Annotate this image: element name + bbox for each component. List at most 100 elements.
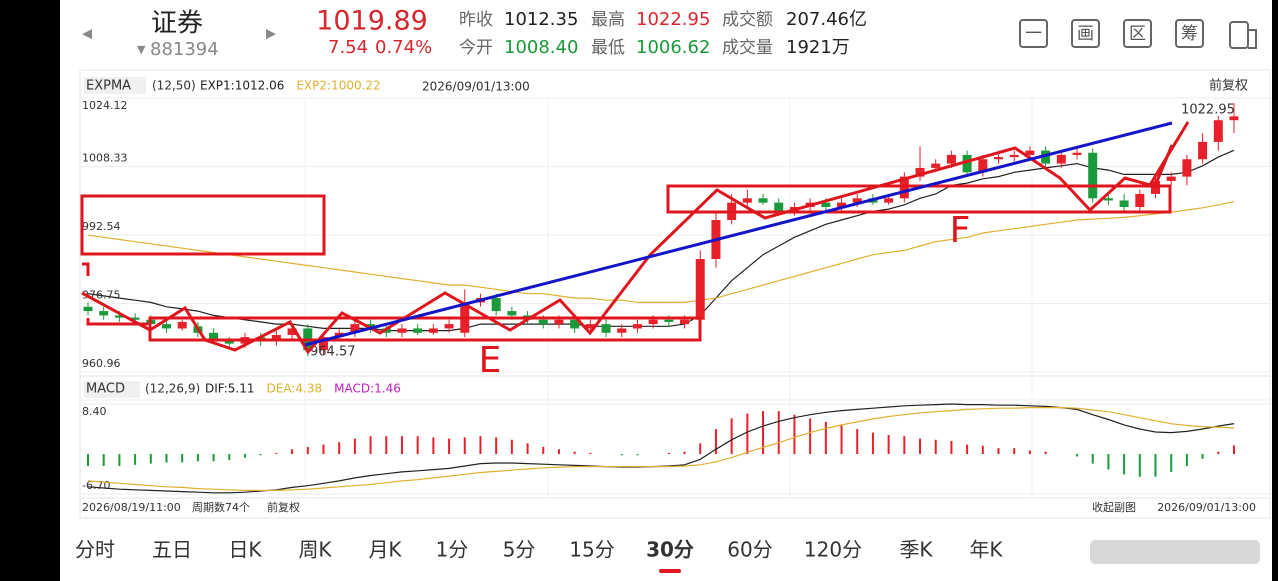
candle-body [1072, 152, 1082, 155]
period-tab[interactable]: 30分 [646, 538, 694, 562]
period-tab[interactable]: 15分 [569, 538, 614, 562]
drawn-bracket [82, 262, 148, 326]
annotation: E [479, 340, 502, 381]
legend-entry: MACD:1.46 [334, 382, 401, 396]
period-tab[interactable]: 5分 [503, 538, 536, 562]
candle-body [1041, 150, 1051, 164]
period-tab[interactable]: 月K [368, 538, 402, 562]
tool-box [1175, 19, 1204, 48]
period-tab[interactable]: 分时 [75, 538, 115, 562]
tool-box [1071, 19, 1100, 48]
y-tick-label: 1024.12 [82, 99, 128, 112]
indicator-name[interactable]: MACD [86, 382, 125, 397]
candle-body [318, 337, 328, 351]
candle-body [491, 298, 501, 312]
candle-body [884, 198, 894, 203]
candle-body [1166, 176, 1176, 181]
candle-body [617, 328, 627, 333]
chart-frame [79, 69, 1271, 519]
dropdown-icon[interactable]: ▼ [137, 43, 146, 56]
tool-button[interactable]: 画 [1071, 19, 1100, 48]
legend-entry: EXP2:1000.22 [296, 79, 380, 93]
candle-body [1198, 141, 1208, 160]
trend-line [304, 121, 1173, 347]
annotation: 964.57 [310, 345, 356, 360]
tool-button[interactable]: 一 [1019, 19, 1048, 48]
candle-body [1009, 154, 1019, 158]
stat-label: 最高 [591, 10, 625, 30]
active-indicator [659, 569, 681, 573]
candle-body [1229, 116, 1239, 121]
periods: 周期数74个 [192, 501, 250, 514]
change: 7.54 [328, 37, 368, 58]
candle-body [554, 319, 564, 325]
next-arrow[interactable]: ▶ [266, 27, 276, 42]
tab-more[interactable] [1090, 540, 1260, 564]
period-tab[interactable]: 60分 [727, 538, 772, 562]
candle-body [366, 324, 376, 329]
change-pct: 0.74% [375, 37, 432, 58]
stat-label: 成交量 [722, 38, 773, 58]
indicator-line [87, 201, 1235, 303]
collapse-sub[interactable]: 收起副图 [1092, 500, 1136, 514]
y-tick-label: 960.96 [82, 357, 121, 370]
candle-body [177, 321, 187, 329]
candle-body [114, 315, 124, 318]
adjust: 前复权 [267, 500, 300, 514]
prev-arrow[interactable]: ◀ [82, 27, 92, 42]
indicator-chip[interactable] [84, 77, 146, 94]
candle-body [680, 319, 690, 325]
indicator-chip[interactable] [84, 381, 140, 398]
candle-body [1103, 198, 1113, 201]
stat-value: 1921万 [786, 37, 850, 58]
candle-body [413, 328, 423, 333]
candle-body [161, 324, 171, 329]
candle-body [758, 198, 768, 203]
period-tab[interactable]: 日K [228, 538, 262, 562]
legend-entry: DEA:4.38 [267, 382, 323, 396]
period-tab[interactable]: 周K [298, 538, 332, 562]
indicator-name[interactable]: EXPMA [86, 79, 131, 94]
stock-name: 证券 [151, 9, 203, 39]
candle-body [585, 324, 595, 329]
stat-value: 1006.62 [636, 37, 710, 58]
candle-body [507, 311, 517, 316]
drawn-wave [81, 121, 1190, 355]
candle-body [742, 198, 752, 203]
candle-body [538, 319, 548, 325]
stat-label: 今开 [459, 38, 493, 58]
candle-body [99, 311, 109, 316]
stat-value: 207.46亿 [786, 9, 867, 30]
period-tab[interactable]: 1分 [436, 538, 469, 562]
stat-value: 1022.95 [636, 9, 710, 30]
period-tab[interactable]: 季K [899, 538, 933, 562]
toolbar: 一画区筹 [1019, 19, 1204, 48]
candle-body [774, 202, 784, 212]
candle-body [83, 306, 93, 312]
tool-label: 区 [1129, 24, 1146, 44]
plot: 1024.121008.33992.54976.75960.961022.959… [80, 97, 1270, 495]
candle-body [570, 319, 580, 329]
legends: EXP1:1012.06 EXP2:1000.22 DIF:5.11 DEA:4.38… [200, 79, 401, 396]
tool-button[interactable]: 区 [1123, 19, 1152, 48]
blurred-icon [1090, 540, 1260, 564]
candle-body [852, 198, 862, 203]
adjust-mode[interactable]: 前复权 [1209, 78, 1248, 94]
drawn-box [666, 184, 1172, 214]
tool-button[interactable]: 筹 [1175, 19, 1204, 48]
period-tab[interactable]: 五日 [152, 538, 192, 562]
indicator-params: (12,50) [152, 79, 196, 93]
candle-body [994, 157, 1004, 160]
candle-body [1088, 152, 1098, 199]
y-tick-label: 8.40 [82, 405, 107, 418]
candle-body [1119, 200, 1129, 207]
tool-label: 画 [1077, 24, 1094, 44]
tool-label: 一 [1025, 24, 1042, 44]
phone-icon[interactable] [1229, 21, 1257, 49]
screen [60, 0, 1272, 581]
period-tab[interactable]: 年K [969, 538, 1003, 562]
period-tab[interactable]: 120分 [804, 538, 862, 562]
candle-body [915, 167, 925, 177]
price: 1019.89 [316, 6, 428, 37]
